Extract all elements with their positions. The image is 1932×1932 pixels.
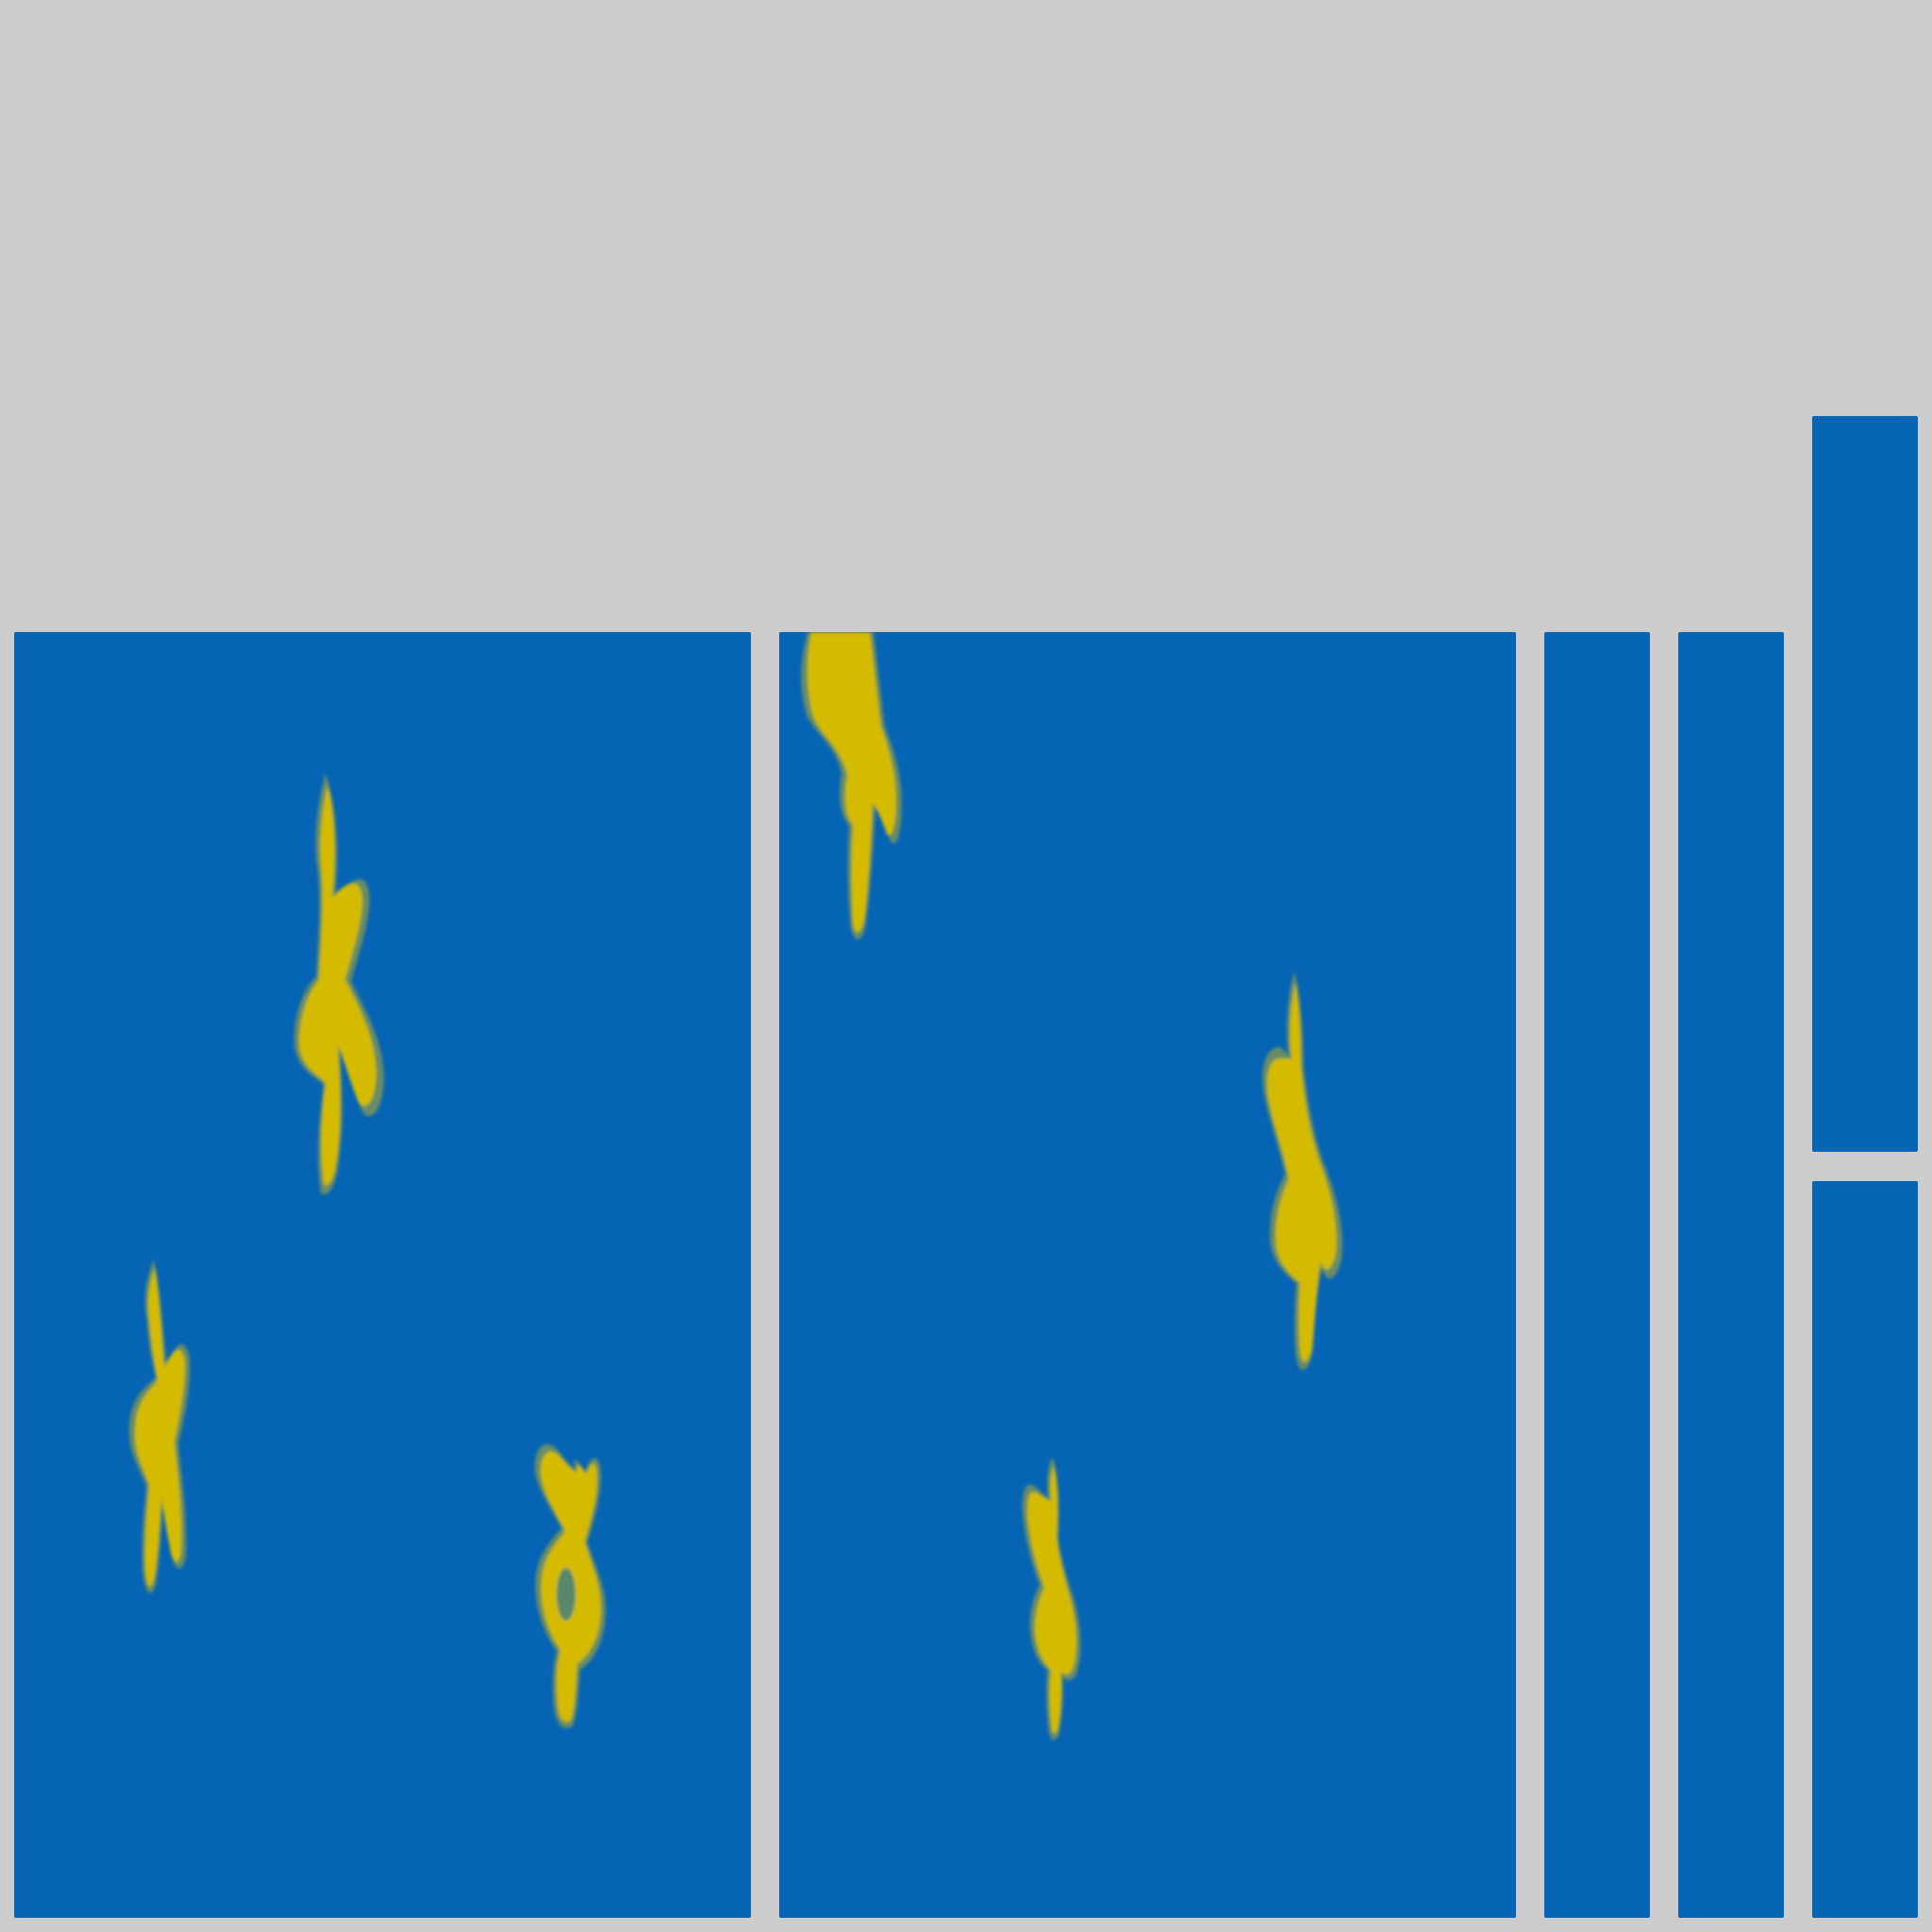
yellow-flower-shape xyxy=(801,632,902,940)
panel-strip-1 xyxy=(1544,632,1650,1918)
yellow-flower-shape xyxy=(293,774,384,1195)
panel-main-center xyxy=(779,632,1516,1918)
panel-main-left-shapes xyxy=(128,774,607,1728)
yellow-flower-shape xyxy=(1022,1457,1081,1740)
yellow-flower-shape xyxy=(1262,972,1343,1371)
yellow-flower-shape xyxy=(534,1443,607,1728)
panel-strip-2 xyxy=(1678,632,1784,1918)
panel-main-left xyxy=(14,632,751,1918)
panel-main-center-shapes xyxy=(801,632,1343,1740)
panel-right-top xyxy=(1812,416,1918,1152)
yellow-flower-shape xyxy=(128,1259,191,1593)
panel-right-bottom xyxy=(1812,1181,1918,1918)
